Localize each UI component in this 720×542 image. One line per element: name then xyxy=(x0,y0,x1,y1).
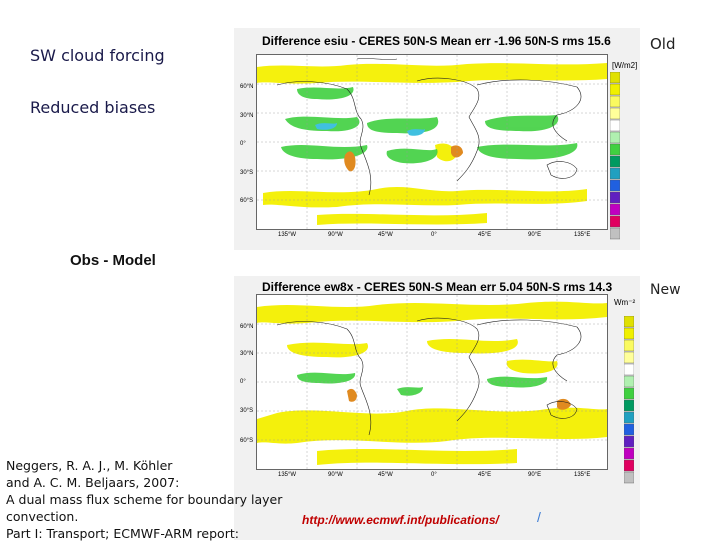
publications-link[interactable]: http://www.ecmwf.int/publications/ xyxy=(302,513,499,527)
old-lon-label: 45°E xyxy=(478,232,492,238)
colorbar-cell xyxy=(610,143,620,156)
new-lon-label: 90°E xyxy=(528,472,542,478)
colorbar-cell xyxy=(624,447,634,460)
citation-line: convection. xyxy=(6,509,79,524)
new-map-graphic xyxy=(257,295,607,469)
old-world-map xyxy=(256,54,608,230)
colorbar-cell xyxy=(624,316,634,328)
map-grid xyxy=(257,55,607,229)
colorbar-cell xyxy=(610,155,620,168)
yellow-bias-regions xyxy=(257,63,607,225)
old-lon-label: 90°W xyxy=(328,232,343,238)
old-lon-label: 135°E xyxy=(574,232,591,238)
colorbar-cell xyxy=(610,227,620,240)
colorbar-cell xyxy=(610,179,620,192)
colorbar-cell xyxy=(610,203,620,216)
coastlines xyxy=(276,317,582,436)
citation-line: Neggers, R. A. J., M. Köhler xyxy=(6,458,173,473)
cyan-bias-regions xyxy=(315,123,425,136)
new-lon-label: 45°E xyxy=(478,472,492,478)
new-lon-label: 135°W xyxy=(278,472,297,478)
citation-line: and A. C. M. Beljaars, 2007: xyxy=(6,475,180,490)
old-lat-label: 30°N xyxy=(240,113,254,119)
colorbar-cell xyxy=(624,435,634,448)
url-slash-mark: / xyxy=(537,509,541,525)
old-map-graphic xyxy=(257,55,607,229)
colorbar-cell xyxy=(624,363,634,376)
old-lat-label: 60°N xyxy=(240,84,254,90)
old-lon-label: 45°W xyxy=(378,232,393,238)
colorbar-cell xyxy=(610,107,620,120)
old-lat-label: 30°S xyxy=(240,170,254,176)
new-lat-label: 0° xyxy=(240,379,246,385)
old-lat-label: 0° xyxy=(240,141,246,147)
orange-bias-regions xyxy=(347,388,571,410)
colorbar-cell xyxy=(624,459,634,472)
new-difference-map-panel: Difference ew8x - CERES 50N-S Mean err 5… xyxy=(234,276,640,540)
colorbar-cell xyxy=(624,339,634,352)
colorbar-cell xyxy=(624,399,634,412)
colorbar-cell xyxy=(624,471,634,484)
map-grid xyxy=(257,295,607,469)
new-lat-label: 60°S xyxy=(240,438,254,444)
citation-block: Neggers, R. A. J., M. Köhler and A. C. M… xyxy=(6,457,282,542)
old-lat-label: 60°S xyxy=(240,198,254,204)
new-lon-label: 135°E xyxy=(574,472,591,478)
old-lon-label: 90°E xyxy=(528,232,542,238)
colorbar-cell xyxy=(610,167,620,180)
old-difference-map-panel: Difference esiu - CERES 50N-S Mean err -… xyxy=(234,28,640,250)
colorbar-cell xyxy=(610,95,620,108)
citation-line: Part I: Transport; ECMWF-ARM report: xyxy=(6,526,239,541)
yellow-bias-regions xyxy=(257,301,607,465)
colorbar-cell xyxy=(624,423,634,436)
new-map-unit: Wm⁻² xyxy=(614,298,636,307)
reduced-biases-label: Reduced biases xyxy=(30,98,156,117)
new-label: New xyxy=(650,282,681,298)
old-lon-label: 135°W xyxy=(278,232,297,238)
green-bias-regions xyxy=(297,372,548,396)
new-lon-label: 45°W xyxy=(378,472,393,478)
new-lat-label: 30°N xyxy=(240,351,254,357)
colorbar-cell xyxy=(610,215,620,228)
colorbar-cell xyxy=(610,131,620,144)
old-label: Old xyxy=(650,35,676,53)
old-map-unit: [W/m2] xyxy=(612,61,638,70)
colorbar-cell xyxy=(610,191,620,204)
old-colorbar xyxy=(610,72,620,240)
sw-cloud-forcing-label: SW cloud forcing xyxy=(30,46,165,65)
new-world-map xyxy=(256,294,608,470)
old-map-title: Difference esiu - CERES 50N-S Mean err -… xyxy=(262,34,611,48)
colorbar-cell xyxy=(624,327,634,340)
colorbar-cell xyxy=(624,375,634,388)
new-lon-label: 0° xyxy=(431,472,437,478)
colorbar-cell xyxy=(610,72,620,84)
coastlines xyxy=(276,58,582,196)
colorbar-cell xyxy=(610,119,620,132)
obs-minus-model-label: Obs - Model xyxy=(70,252,156,269)
colorbar-cell xyxy=(610,83,620,96)
new-colorbar xyxy=(624,316,634,484)
colorbar-cell xyxy=(624,351,634,364)
new-lon-label: 90°W xyxy=(328,472,343,478)
old-lon-label: 0° xyxy=(431,232,437,238)
new-map-title: Difference ew8x - CERES 50N-S Mean err 5… xyxy=(262,280,613,294)
colorbar-cell xyxy=(624,387,634,400)
new-lat-label: 60°N xyxy=(240,324,254,330)
green-bias-regions xyxy=(281,87,578,164)
citation-line: A dual mass flux scheme for boundary lay… xyxy=(6,492,283,507)
colorbar-cell xyxy=(624,411,634,424)
new-lat-label: 30°S xyxy=(240,408,254,414)
